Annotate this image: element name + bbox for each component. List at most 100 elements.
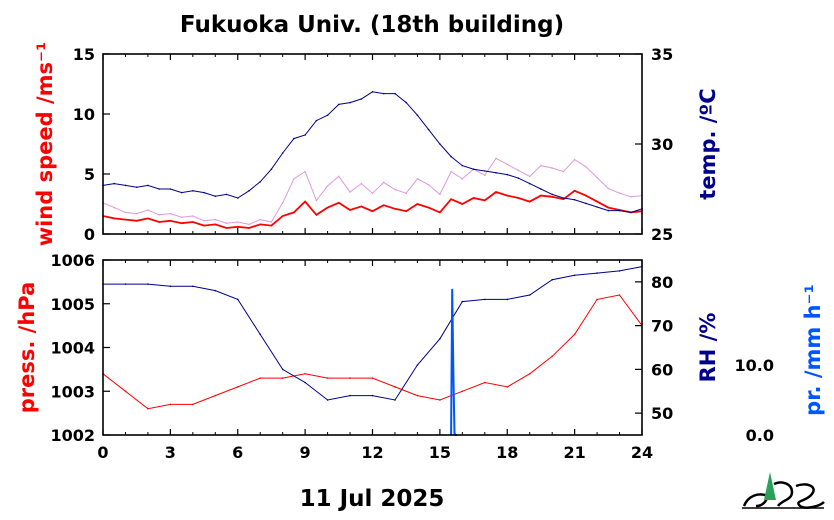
data-point-gust: [596, 176, 598, 179]
data-point-press: [304, 373, 306, 375]
data-point-temp: [484, 170, 486, 172]
data-point-temp: [158, 188, 160, 190]
data-point-rh: [596, 272, 598, 274]
data-point-press: [461, 390, 464, 393]
data-point-wind: [281, 215, 284, 217]
series-temp: [102, 91, 643, 213]
data-point-temp: [225, 193, 228, 196]
data-point-rh: [371, 394, 374, 397]
data-point-wind: [506, 194, 509, 197]
x-tick-label: 15: [429, 443, 451, 462]
data-point-press: [439, 399, 441, 401]
rain-axis-label: pr. /mm h⁻¹: [801, 284, 825, 416]
data-point-temp: [304, 134, 306, 136]
data-point-temp: [394, 92, 396, 95]
left-tick-label: 1006: [50, 251, 95, 270]
data-point-press: [214, 394, 217, 397]
data-point-gust: [495, 157, 497, 160]
left-tick-label: 1005: [50, 295, 95, 314]
data-point-temp: [517, 177, 520, 179]
data-point-wind: [607, 206, 610, 209]
data-point-gust: [450, 170, 452, 173]
data-point-temp: [585, 202, 587, 205]
data-point-wind: [461, 203, 464, 205]
data-point-press: [281, 377, 284, 379]
data-point-wind: [326, 206, 329, 209]
data-point-press: [124, 390, 127, 393]
data-point-temp: [382, 92, 385, 95]
right-tick-label: 70: [651, 317, 673, 336]
series-rain: [450, 289, 457, 436]
plot-frame: [102, 53, 643, 235]
data-point-gust: [203, 220, 205, 222]
data-point-press: [169, 403, 172, 406]
right-tick-label: 50: [651, 404, 673, 423]
data-point-rain: [453, 432, 456, 435]
data-point-gust: [427, 184, 430, 186]
x-tick-label: 21: [563, 443, 585, 462]
left-tick-label: 1003: [50, 382, 95, 401]
data-point-gust: [326, 185, 329, 187]
data-point-press: [192, 403, 194, 406]
data-point-temp: [461, 164, 464, 167]
data-point-wind: [450, 198, 452, 200]
data-point-rh: [281, 368, 284, 371]
data-point-rh: [573, 274, 576, 277]
data-point-press: [573, 333, 576, 336]
data-point-gust: [573, 158, 576, 161]
left-tick-label: 1002: [50, 426, 95, 445]
data-point-rh: [461, 300, 464, 303]
x-tick-label: 9: [300, 443, 311, 462]
data-point-temp: [427, 128, 430, 131]
data-point-wind: [259, 223, 262, 226]
data-point-temp: [416, 114, 419, 116]
data-point-wind: [405, 210, 408, 212]
date-label: 11 Jul 2025: [300, 486, 445, 512]
data-point-gust: [540, 164, 542, 167]
data-point-press: [394, 386, 396, 388]
data-point-wind: [427, 206, 430, 209]
data-point-temp: [528, 182, 531, 185]
data-point-wind: [113, 217, 115, 220]
x-tick-label: 24: [631, 443, 653, 462]
data-point-temp: [147, 184, 149, 187]
data-point-wind: [180, 222, 183, 224]
data-point-wind: [293, 211, 295, 214]
data-point-gust: [551, 167, 553, 169]
data-point-wind: [135, 220, 138, 222]
data-point-wind: [416, 203, 419, 205]
data-point-gust: [585, 166, 587, 168]
data-point-temp: [540, 188, 542, 190]
data-point-temp: [495, 172, 497, 174]
data-point-rh: [528, 294, 531, 296]
data-point-press: [349, 377, 351, 379]
data-point-wind: [382, 204, 385, 206]
left-tick-label: 10: [73, 105, 95, 124]
data-point-gust: [124, 211, 127, 214]
data-point-press: [506, 386, 509, 388]
data-point-rh: [147, 283, 149, 285]
data-point-wind: [124, 218, 127, 221]
data-point-wind: [304, 200, 306, 203]
data-point-wind: [495, 191, 497, 193]
data-point-rh: [394, 399, 396, 401]
data-point-press: [618, 294, 621, 296]
data-point-wind: [225, 227, 228, 229]
data-point-gust: [338, 175, 340, 178]
data-point-temp: [192, 190, 194, 192]
data-point-gust: [360, 182, 363, 185]
data-point-temp: [405, 101, 408, 104]
data-point-temp: [596, 206, 598, 208]
data-point-temp: [203, 191, 205, 194]
data-point-temp: [214, 195, 217, 197]
right-axis-label: RH /%: [696, 313, 720, 383]
x-tick-label: 3: [165, 443, 176, 462]
data-point-temp: [293, 137, 295, 140]
data-point-wind: [371, 210, 374, 212]
x-tick-label: 12: [361, 443, 383, 462]
data-point-temp: [270, 168, 273, 170]
data-point-press: [596, 298, 598, 301]
data-point-temp: [618, 209, 621, 212]
data-point-press: [484, 381, 486, 384]
